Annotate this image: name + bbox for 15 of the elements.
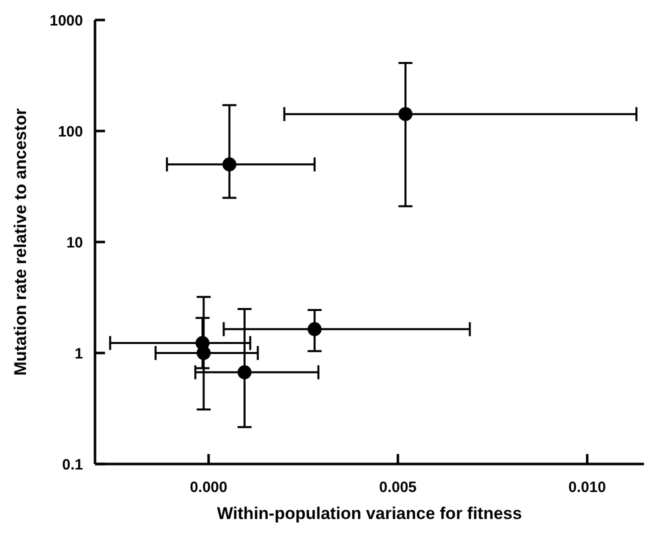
- y-axis-title: Mutation rate relative to ancestor: [11, 108, 30, 376]
- y-tick-label: 100: [58, 123, 83, 140]
- x-axis-title: Within-population variance for fitness: [217, 504, 522, 523]
- point: [308, 322, 322, 336]
- point: [238, 365, 252, 380]
- point: [398, 107, 412, 122]
- point: [222, 157, 236, 172]
- y-tick-label: 10: [66, 234, 83, 252]
- x-tick-label: 0.010: [568, 479, 606, 496]
- y-tick-label: 0.1: [62, 456, 83, 474]
- point: [196, 346, 211, 360]
- y-tick-label: 1: [74, 345, 83, 362]
- x-tick-label: 0.005: [379, 479, 417, 496]
- x-tick-label: 0.000: [190, 479, 228, 496]
- y-tick-label: 1000: [50, 12, 83, 30]
